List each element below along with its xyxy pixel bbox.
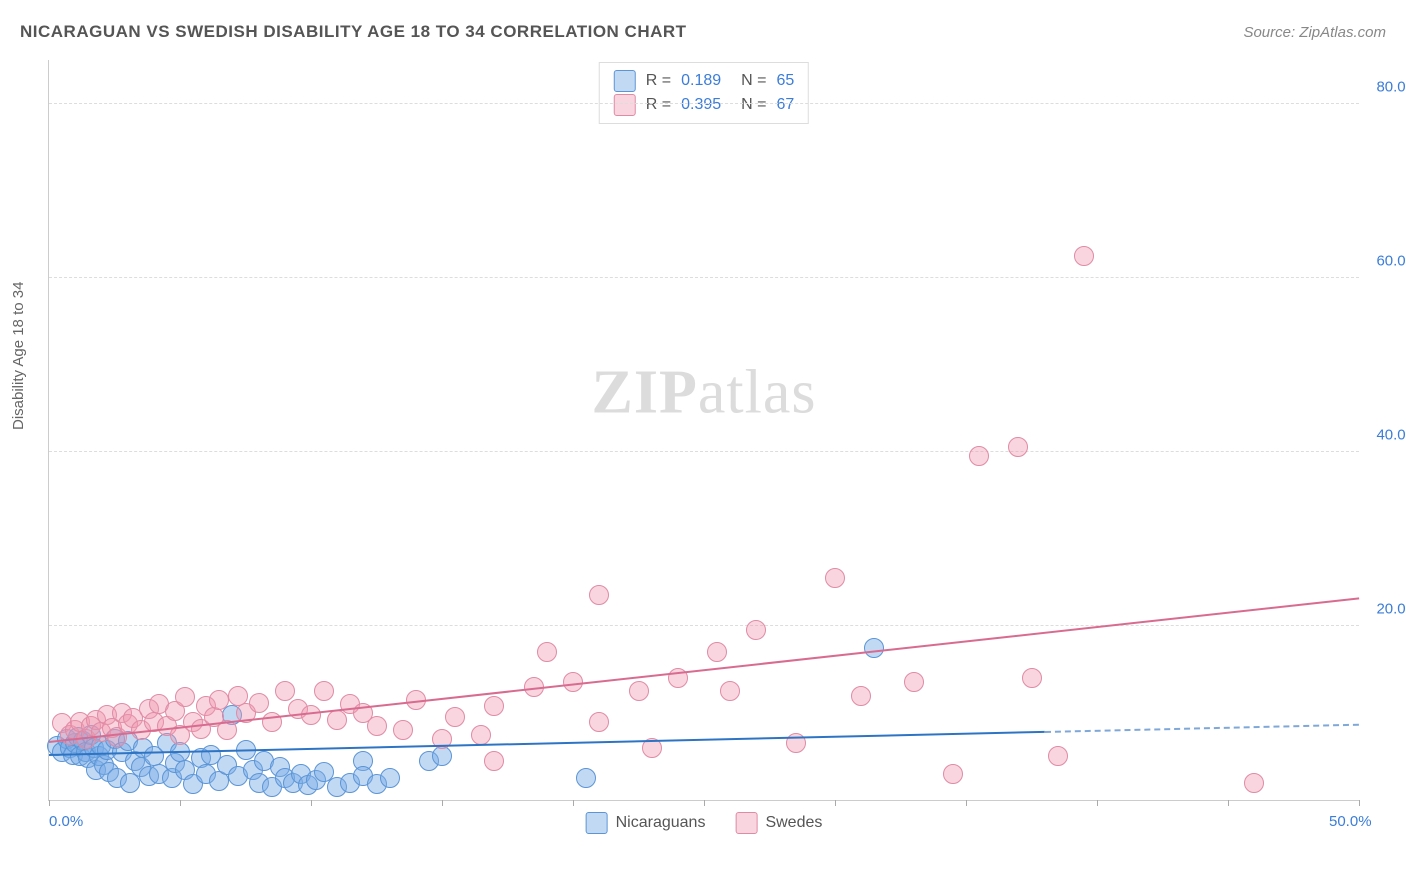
x-tick <box>573 800 574 806</box>
legend-bottom: Nicaraguans Swedes <box>586 812 823 834</box>
legend-label: Swedes <box>765 814 822 832</box>
scatter-plot: ZIPatlas R =0.189N =65R =0.395N =67 Nica… <box>48 60 1359 801</box>
legend-n-label: N = <box>741 96 766 114</box>
grid-line <box>49 277 1359 278</box>
legend-swatch <box>614 70 636 92</box>
data-point <box>367 716 387 736</box>
legend-item: Nicaraguans <box>586 812 706 834</box>
legend-label: Nicaraguans <box>616 814 706 832</box>
x-tick-label: 0.0% <box>49 813 83 830</box>
data-point <box>327 710 347 730</box>
x-tick <box>180 800 181 806</box>
data-point <box>471 725 491 745</box>
legend-r-value: 0.395 <box>681 96 731 114</box>
data-point <box>262 712 282 732</box>
data-point <box>1048 746 1068 766</box>
legend-r-label: R = <box>646 96 671 114</box>
grid-line <box>49 451 1359 452</box>
y-tick-label: 20.0% <box>1376 600 1406 617</box>
trend-line <box>1045 724 1359 733</box>
x-tick <box>1359 800 1360 806</box>
data-point <box>825 568 845 588</box>
legend-swatch <box>735 812 757 834</box>
source-label: Source: ZipAtlas.com <box>1243 24 1386 41</box>
x-tick <box>1228 800 1229 806</box>
y-tick-label: 60.0% <box>1376 252 1406 269</box>
data-point <box>275 681 295 701</box>
y-tick-label: 40.0% <box>1376 426 1406 443</box>
grid-line <box>49 625 1359 626</box>
x-tick <box>442 800 443 806</box>
x-tick-label: 50.0% <box>1329 813 1372 830</box>
legend-top: R = 0.189 N = 65 R = 0.395 N = 67 <box>599 62 809 124</box>
data-point <box>380 768 400 788</box>
y-tick-label: 80.0% <box>1376 78 1406 95</box>
legend-n-value: 65 <box>776 72 794 90</box>
data-point <box>484 751 504 771</box>
data-point <box>864 638 884 658</box>
data-point <box>943 764 963 784</box>
grid-line <box>49 103 1359 104</box>
x-tick <box>704 800 705 806</box>
chart-title: NICARAGUAN VS SWEDISH DISABILITY AGE 18 … <box>20 22 687 42</box>
legend-r-value: 0.189 <box>681 72 731 90</box>
legend-n-value: 67 <box>776 96 794 114</box>
x-tick <box>966 800 967 806</box>
data-point <box>1022 668 1042 688</box>
watermark: ZIPatlas <box>592 358 817 429</box>
data-point <box>589 585 609 605</box>
data-point <box>576 768 596 788</box>
data-point <box>445 707 465 727</box>
data-point <box>1074 246 1094 266</box>
data-point <box>1008 437 1028 457</box>
y-axis-label: Disability Age 18 to 34 <box>10 282 27 430</box>
data-point <box>589 712 609 732</box>
data-point <box>537 642 557 662</box>
data-point <box>904 672 924 692</box>
legend-row: R = 0.395 N = 67 <box>614 93 794 117</box>
x-tick <box>1097 800 1098 806</box>
legend-n-label: N = <box>741 72 766 90</box>
legend-r-label: R = <box>646 72 671 90</box>
data-point <box>707 642 727 662</box>
x-tick <box>49 800 50 806</box>
legend-row: R = 0.189 N = 65 <box>614 69 794 93</box>
data-point <box>629 681 649 701</box>
data-point <box>249 693 269 713</box>
data-point <box>1244 773 1264 793</box>
data-point <box>393 720 413 740</box>
data-point <box>969 446 989 466</box>
data-point <box>720 681 740 701</box>
data-point <box>209 690 229 710</box>
legend-item: Swedes <box>735 812 822 834</box>
data-point <box>175 687 195 707</box>
data-point <box>746 620 766 640</box>
data-point <box>432 746 452 766</box>
x-tick <box>311 800 312 806</box>
legend-swatch <box>586 812 608 834</box>
x-tick <box>835 800 836 806</box>
legend-swatch <box>614 94 636 116</box>
data-point <box>314 681 334 701</box>
data-point <box>851 686 871 706</box>
data-point <box>484 696 504 716</box>
